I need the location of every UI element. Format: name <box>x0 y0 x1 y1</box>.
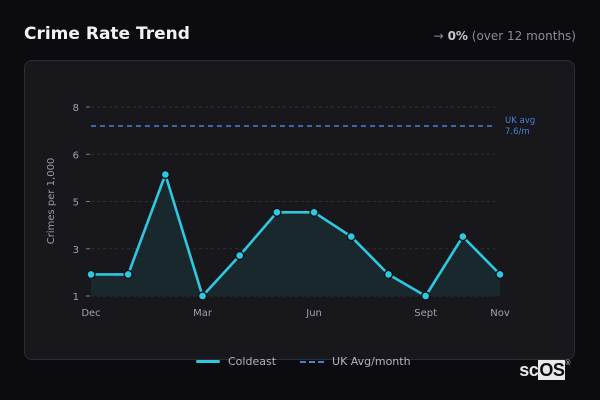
svg-text:8: 8 <box>73 103 79 114</box>
solid-line-icon <box>196 360 220 363</box>
svg-text:1: 1 <box>73 292 79 303</box>
x-axis: Dec Mar Jun Sept Nov <box>81 308 510 319</box>
change-percent: 0% <box>447 29 468 43</box>
data-point[interactable] <box>383 269 394 280</box>
legend-item-uk-avg[interactable]: UK Avg/month <box>300 355 411 368</box>
legend: Coldeast UK Avg/month <box>196 355 411 368</box>
data-point[interactable] <box>420 291 431 301</box>
svg-text:Mar: Mar <box>193 308 213 319</box>
data-point[interactable] <box>160 169 171 180</box>
data-point[interactable] <box>235 250 245 261</box>
y-axis: 8 6 5 3 1 <box>73 103 90 303</box>
chart-card <box>24 60 575 360</box>
logo-text-b: OS <box>538 360 566 380</box>
legend-label: Coldeast <box>228 355 277 368</box>
legend-item-coldeast[interactable]: Coldeast <box>196 355 276 368</box>
series-line <box>91 173 501 298</box>
dashed-line-icon <box>300 360 325 363</box>
svg-text:Sept: Sept <box>414 308 437 319</box>
page-title: Crime Rate Trend <box>24 24 190 44</box>
svg-text:6: 6 <box>73 150 79 161</box>
legend-label: UK Avg/month <box>332 355 411 368</box>
arrow-right-icon: → <box>433 29 444 43</box>
svg-text:Dec: Dec <box>81 308 100 319</box>
registered-mark: ® <box>565 360 570 367</box>
data-points <box>86 169 505 301</box>
series-area <box>91 174 500 296</box>
data-point[interactable] <box>346 231 356 242</box>
data-point[interactable] <box>309 207 319 218</box>
svg-text:Nov: Nov <box>490 308 510 319</box>
change-summary: → 0% (over 12 months) <box>434 29 576 43</box>
data-point[interactable] <box>197 291 208 301</box>
uk-average-value: 7.6/m <box>505 127 530 137</box>
change-period: (over 12 months) <box>471 29 576 43</box>
logo-text-a: sc <box>519 360 539 380</box>
uk-average-label: UK avg <box>505 116 535 126</box>
svg-text:5: 5 <box>73 198 79 209</box>
data-point[interactable] <box>495 269 505 280</box>
data-point[interactable] <box>86 269 96 280</box>
data-point[interactable] <box>272 207 282 218</box>
data-point[interactable] <box>123 269 133 280</box>
svg-text:Jun: Jun <box>305 308 322 319</box>
svg-text:3: 3 <box>73 245 79 256</box>
data-point[interactable] <box>458 231 468 242</box>
scos-logo: scOS® <box>519 360 570 381</box>
y-axis-label: Crimes per 1,000 <box>46 158 57 245</box>
